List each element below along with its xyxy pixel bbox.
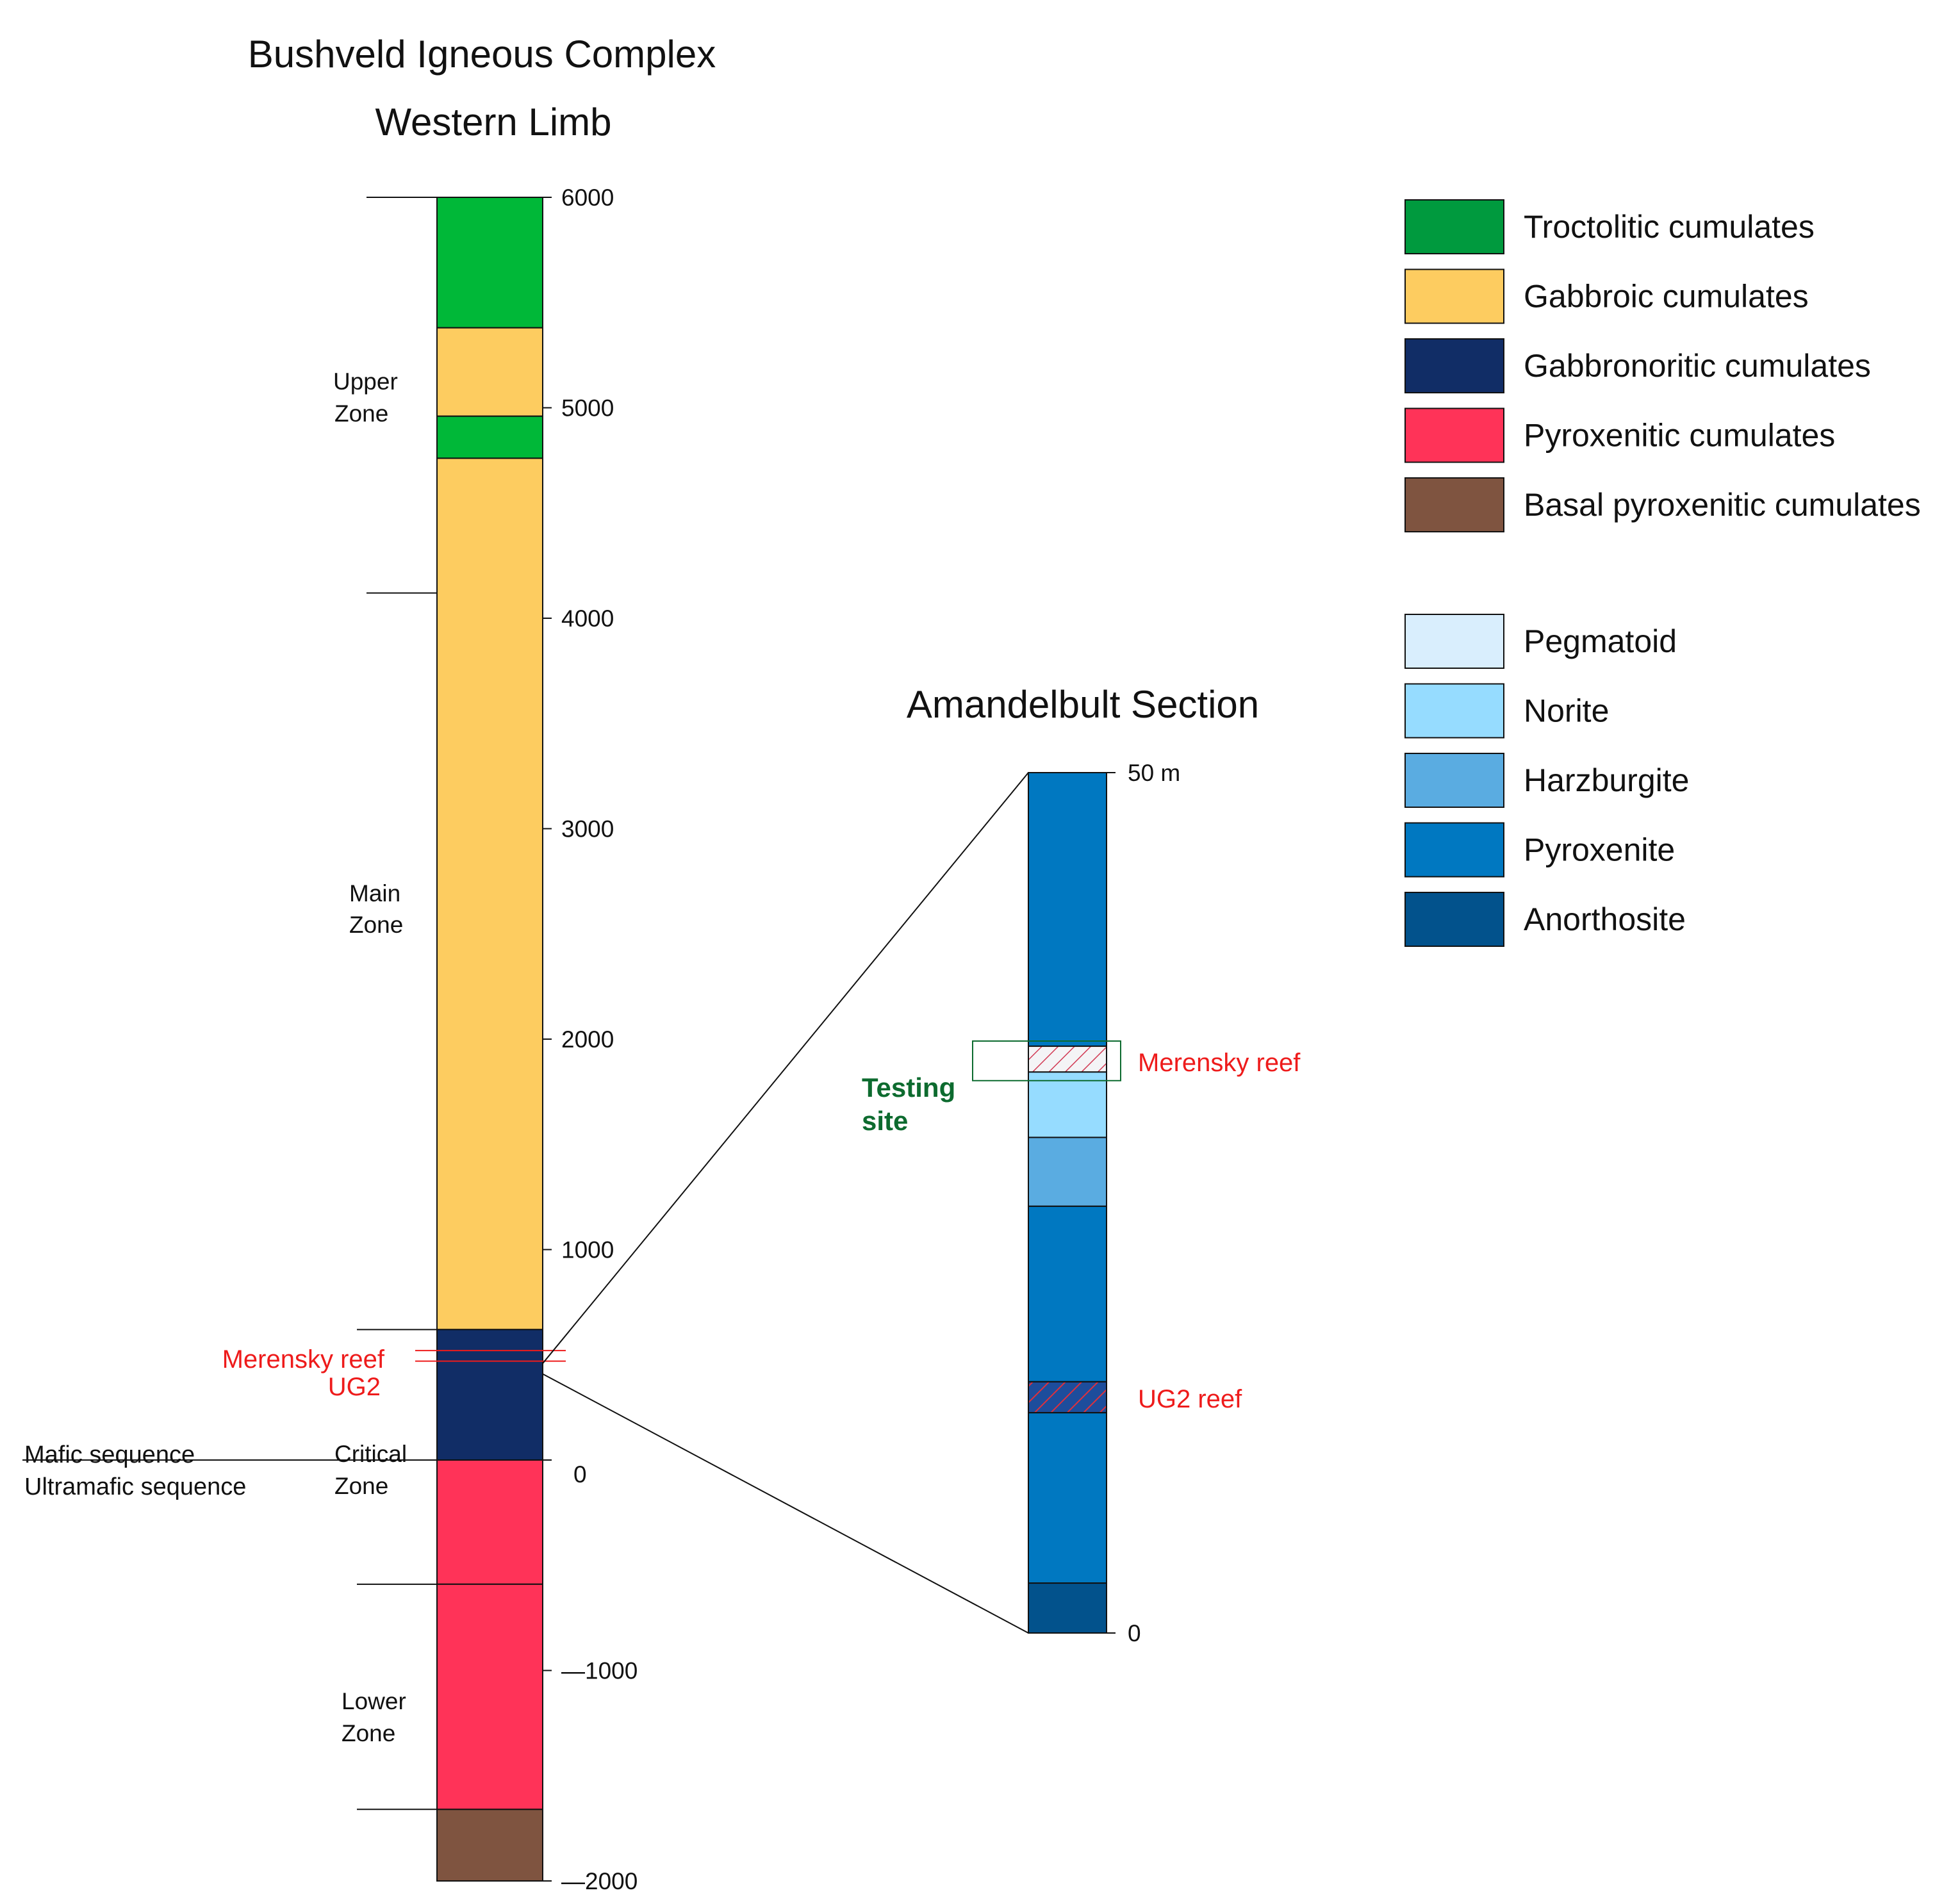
layer-norite [1028,1071,1107,1138]
legend-rock-label: Harzburgite [1524,762,1689,798]
connector-line-bottom [542,1373,1029,1634]
legend-rock-label: Pegmatoid [1524,623,1677,659]
layer-pyroxenite-top [1028,772,1107,1047]
layer-pyroxenite-lower [1028,1412,1107,1584]
left-title-line2: Western Limb [375,101,611,144]
left-tick-label: 3000 [561,816,614,842]
layer-pyroxenitic-lower [436,1583,543,1810]
legend-cumulate-swatch [1404,268,1504,324]
zone-labels: Upper Zone Main Zone Critical Zone Lower… [333,368,407,1746]
ug2-reef-label-right: UG2 reef [1138,1385,1242,1413]
layer-pyroxenite-mid [1028,1205,1107,1383]
legend-cumulate-swatch [1404,199,1504,254]
testing-site-label-line2: site [862,1106,908,1136]
left-tick-label: 4000 [561,605,614,632]
testing-site-label: Testing [862,1072,955,1103]
layer-gabbroic-upper-a [436,327,543,417]
right-tick-label: 50 m [1128,760,1180,786]
layer-pyroxenitic-critical [436,1459,543,1585]
upper-zone-label: Upper [333,368,398,395]
zone-boundary-lines [357,197,437,1810]
legend-rock-swatch [1404,683,1504,739]
layer-anorthosite [1028,1582,1107,1634]
main-zone-label-line2: Zone [349,912,403,938]
layer-troctolitic-upper [436,197,543,329]
lower-zone-label: Lower [342,1688,406,1714]
testing-site-box [972,1040,1121,1081]
legend-rock-label: Norite [1524,693,1609,729]
layer-ug2-hatch [1028,1381,1107,1414]
layer-gabbronoritic-critical [436,1329,543,1461]
layer-basal-pyroxenitic [436,1809,543,1882]
legend-rock-swatch [1404,892,1504,947]
critical-zone-label-line2: Zone [334,1473,388,1499]
right-column-layers [1028,772,1107,1634]
legend-rock-label: Pyroxenite [1524,832,1675,868]
lower-zone-label-line2: Zone [342,1720,395,1746]
main-zone-label: Main [349,880,400,907]
legend: Troctolitic cumulates Gabbroic cumulates G… [1404,199,1921,947]
right-title: Amandelbult Section [907,683,1259,726]
left-tick-label: —2000 [561,1868,638,1894]
legend-cumulate-label: Basal pyroxenitic cumulates [1524,487,1921,523]
left-title-line1: Bushveld Igneous Complex [248,33,716,76]
critical-zone-label: Critical [334,1441,407,1467]
layer-harzburgite [1028,1137,1107,1207]
layer-gabbroic-main [436,457,543,1331]
legend-cumulate-label: Gabbronoritic cumulates [1524,348,1871,384]
merensky-reef-label-left: Merensky reef [222,1345,385,1374]
left-tick-label: 0 [573,1461,587,1488]
mafic-sequence-label: Mafic sequence [24,1441,195,1468]
ultramafic-sequence-label: Ultramafic sequence [24,1473,246,1500]
left-tick-label: 1000 [561,1237,614,1263]
left-tick-label: 5000 [561,395,614,422]
left-tick-label: 2000 [561,1026,614,1053]
legend-cumulate-swatch [1404,407,1504,463]
legend-rock-swatch [1404,822,1504,878]
upper-zone-label-line2: Zone [334,400,388,427]
left-tick-label: 6000 [561,185,614,211]
legend-cumulate-label: Pyroxenitic cumulates [1524,418,1835,454]
left-column-layers [436,197,543,1882]
legend-rock-swatch [1404,614,1504,669]
left-tick-label: —1000 [561,1658,638,1684]
legend-cumulate-swatch [1404,477,1504,532]
right-tick-label: 0 [1128,1620,1141,1646]
legend-cumulate-label: Gabbroic cumulates [1524,279,1809,315]
layer-merensky-hatch [1028,1046,1107,1073]
ug2-label-left: UG2 [328,1373,381,1401]
left-axis: 6000 5000 4000 3000 2000 1000 0 —1000 —2000 [543,185,638,1894]
merensky-reef-label-right: Merensky reef [1138,1049,1301,1077]
connector-line-top [542,772,1029,1364]
legend-rock-label: Anorthosite [1524,901,1686,937]
right-axis: 50 m 0 [1107,760,1180,1646]
legend-rock-swatch [1404,753,1504,808]
layer-troctolitic-band [436,415,543,459]
legend-cumulate-swatch [1404,338,1504,393]
legend-cumulate-label: Troctolitic cumulates [1524,209,1815,245]
